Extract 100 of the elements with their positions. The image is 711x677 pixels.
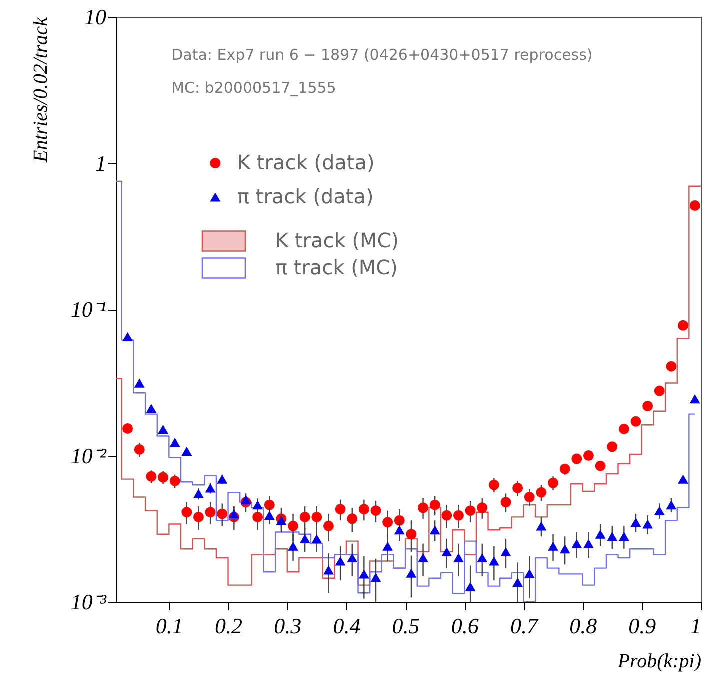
x-tick-label: 0.2 [215, 614, 243, 638]
point [205, 507, 216, 518]
point [488, 556, 500, 566]
point [678, 474, 689, 484]
legend-label: π track (MC) [275, 255, 398, 280]
point [500, 497, 512, 508]
point [430, 526, 440, 535]
point [358, 504, 370, 515]
point [335, 556, 346, 566]
point [465, 582, 476, 592]
point [642, 401, 654, 412]
x-tick-label: 0.3 [274, 614, 302, 638]
point [453, 510, 464, 521]
annotation: MC: b20000517_1555 [172, 79, 336, 97]
point [583, 539, 594, 548]
point [607, 442, 618, 452]
point [382, 542, 394, 551]
point [158, 425, 169, 434]
y-tick-label: 10⁻¹ [70, 297, 106, 322]
legend-label: π track (data) [237, 184, 374, 208]
point [347, 514, 358, 524]
point [618, 532, 630, 542]
point [122, 424, 134, 434]
point [560, 544, 570, 554]
x-tick-label: 0.9 [628, 614, 656, 638]
point [572, 539, 582, 548]
legend-label: K track (data) [237, 150, 375, 174]
point [170, 438, 180, 448]
point [323, 566, 334, 575]
point [394, 526, 405, 535]
point [418, 502, 429, 514]
point [264, 511, 275, 520]
point [228, 509, 240, 518]
point [524, 569, 535, 578]
point [335, 504, 346, 515]
x-tick-label: 0.5 [392, 614, 420, 638]
point [288, 542, 299, 551]
point [146, 404, 157, 414]
point [264, 500, 275, 510]
point [512, 482, 524, 494]
point [453, 553, 464, 563]
point [548, 478, 559, 488]
point [560, 464, 570, 474]
point [288, 520, 299, 532]
point [134, 444, 145, 455]
x-tick-label: 0.4 [333, 614, 361, 638]
point [406, 568, 417, 578]
x-axis-title: Prob(k:pi) [616, 650, 702, 672]
point [536, 487, 547, 498]
point [193, 489, 204, 498]
point [642, 520, 654, 529]
point [312, 512, 322, 522]
point [418, 553, 429, 563]
point [654, 386, 665, 396]
point [252, 500, 264, 510]
point [300, 534, 310, 544]
y-tick-label: 10 [84, 4, 106, 30]
point [630, 518, 642, 527]
point [572, 454, 582, 464]
point [300, 512, 310, 522]
point [666, 361, 677, 372]
legend-label: K track (MC) [275, 228, 400, 252]
x-tick-label: 0.7 [510, 614, 539, 638]
y-tick-label: 1 [96, 150, 106, 176]
point [512, 578, 524, 588]
point [170, 476, 180, 486]
point [654, 506, 665, 516]
point [182, 446, 192, 456]
y-tick-label: 10⁻² [70, 443, 107, 468]
point [690, 394, 700, 404]
point [690, 200, 700, 212]
point [217, 508, 228, 520]
point [583, 450, 594, 461]
point [182, 507, 192, 518]
point [430, 500, 440, 510]
point [524, 492, 535, 503]
x-tick-label: 0.6 [451, 614, 479, 638]
point [205, 484, 216, 493]
point [358, 570, 370, 579]
point [217, 474, 228, 484]
point [442, 510, 452, 521]
point [536, 522, 547, 531]
point [465, 506, 476, 516]
point [370, 572, 382, 582]
x-tick-label: 0.1 [156, 614, 184, 638]
point [193, 512, 204, 522]
point [630, 416, 642, 427]
point [442, 547, 452, 556]
point [134, 378, 145, 388]
point [146, 471, 157, 482]
point [276, 516, 287, 526]
point [406, 529, 417, 540]
y-axis-title: Entries/0.02/track [30, 16, 52, 164]
point [595, 460, 606, 472]
point [394, 515, 405, 526]
point [158, 472, 169, 483]
point [618, 424, 630, 434]
x-tick-label: 1 [690, 614, 702, 638]
point [607, 532, 618, 542]
x-tick-label: 0.8 [570, 614, 598, 638]
